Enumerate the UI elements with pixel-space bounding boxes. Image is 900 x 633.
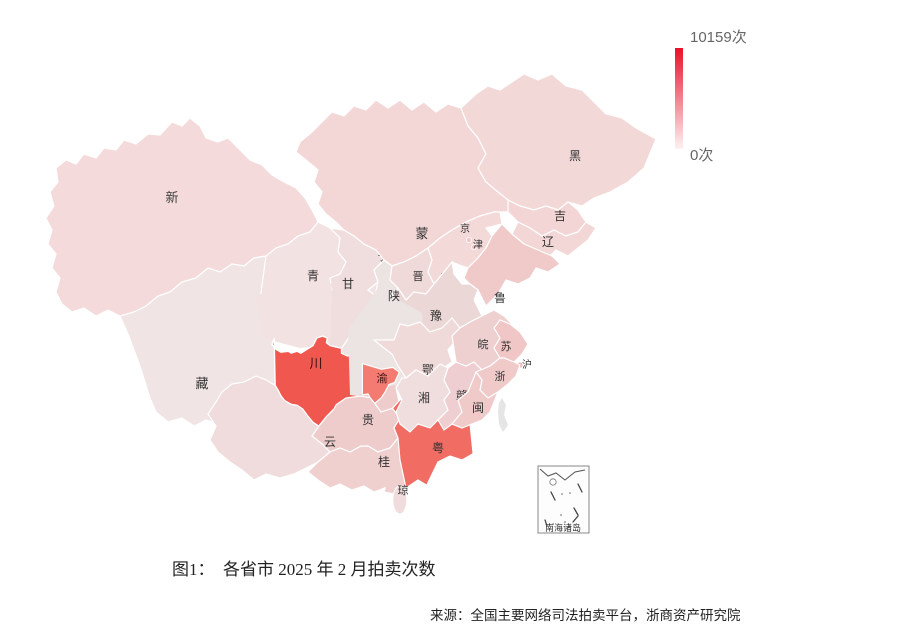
svg-text:藏: 藏 [195,376,208,391]
svg-text:陕: 陕 [388,288,400,303]
svg-text:渝: 渝 [377,371,388,385]
svg-text:甘: 甘 [342,277,354,291]
svg-text:贵: 贵 [362,413,374,427]
svg-text:吉: 吉 [554,209,566,223]
svg-text:津: 津 [473,239,483,251]
svg-text:粤: 粤 [432,440,444,455]
svg-text:苏: 苏 [501,340,512,353]
svg-text:湘: 湘 [418,390,430,405]
svg-text:皖: 皖 [478,337,489,351]
svg-text:黑: 黑 [569,149,581,163]
svg-text:蒙: 蒙 [415,226,428,241]
svg-text:浙: 浙 [495,370,506,383]
svg-text:桂: 桂 [378,454,390,469]
svg-text:新: 新 [165,190,178,205]
svg-text:沪: 沪 [522,358,532,371]
svg-text:琼: 琼 [398,483,409,497]
svg-text:京: 京 [460,222,470,235]
svg-text:鲁: 鲁 [494,291,506,305]
svg-text:10159次: 10159次 [690,29,747,46]
svg-text:青: 青 [307,269,319,283]
svg-text:0次: 0次 [690,147,713,164]
svg-text:川: 川 [309,356,322,371]
svg-text:云: 云 [324,435,336,449]
svg-text:豫: 豫 [430,309,442,323]
svg-text:晋: 晋 [413,270,424,283]
svg-text:南海诸岛: 南海诸岛 [545,522,581,533]
svg-text:闽: 闽 [472,401,484,415]
svg-text:辽: 辽 [542,235,554,249]
